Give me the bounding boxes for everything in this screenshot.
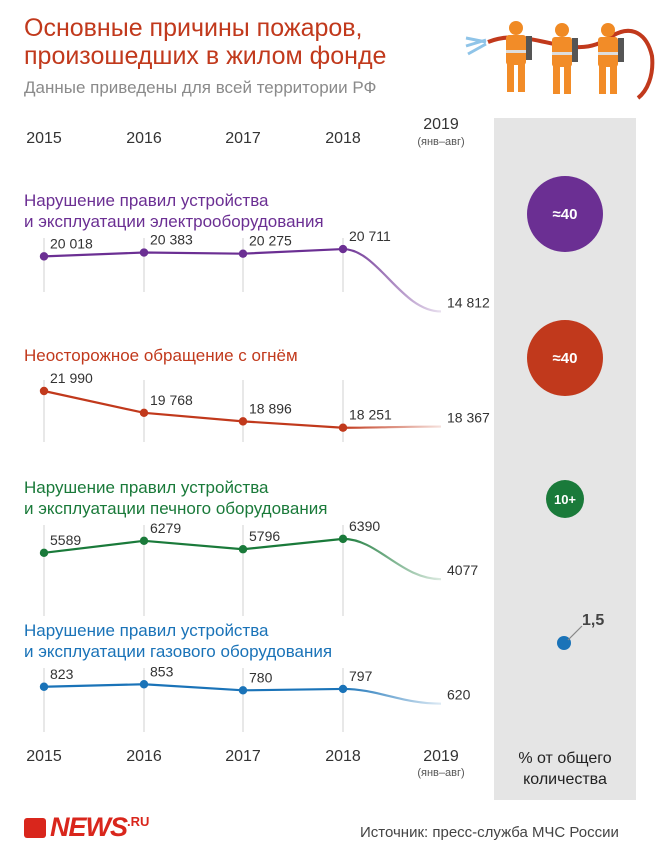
year-label-bottom-2019: 2019	[423, 748, 459, 765]
data-label: 20 711	[349, 228, 391, 244]
data-label: 5796	[249, 528, 280, 544]
data-label: 19 768	[150, 392, 193, 408]
share-legend: % от общего количества	[518, 750, 612, 788]
data-label: 780	[249, 669, 273, 685]
share-bubble-gas	[557, 636, 571, 650]
data-point	[238, 545, 248, 554]
data-point	[338, 684, 348, 694]
data-label: 18 251	[349, 407, 392, 423]
data-point	[238, 686, 248, 695]
share-bubble-electrical: ≈40	[527, 176, 603, 252]
year-label-bottom-2018: 2018	[325, 748, 361, 765]
series-line-2	[43, 537, 344, 554]
data-point	[338, 423, 348, 432]
data-point	[39, 548, 49, 558]
data-point	[338, 244, 348, 254]
series-title-electrical: Нарушение правил устройства и эксплуатац…	[24, 191, 324, 231]
series-title-gas: Нарушение правил устройства и эксплуатац…	[24, 621, 333, 661]
page-title: Основные причины пожаров, произошедших в…	[24, 14, 387, 70]
data-label: 20 383	[150, 232, 193, 248]
share-label-gas: 1,5	[582, 612, 605, 629]
series-line-1	[43, 389, 344, 429]
share-leader-gas	[567, 625, 583, 641]
news-logo: NEWS.RU	[24, 812, 149, 843]
data-label: 6390	[349, 518, 380, 534]
series-line-0	[43, 247, 344, 258]
data-point	[139, 408, 149, 418]
year-label-top-2018: 2018	[325, 130, 361, 147]
data-label: 853	[150, 663, 174, 679]
data-label: 14 812	[447, 294, 490, 310]
year-label-top-2019: 2019	[423, 116, 459, 133]
year-label-bottom-2015: 2015	[26, 748, 62, 765]
year-note-bottom: (янв–авг)	[417, 767, 465, 779]
data-label: 20 018	[50, 235, 93, 251]
year-label-bottom-2016: 2016	[126, 748, 162, 765]
data-label: 18 367	[447, 410, 490, 426]
series-line-fade-2	[342, 537, 442, 581]
data-label: 5589	[50, 532, 81, 548]
news-logo-icon	[24, 818, 46, 838]
series-line-fade-3	[342, 687, 442, 705]
source-note: Источник: пресс-служба МЧС России	[360, 824, 619, 841]
data-point	[139, 680, 149, 689]
page-subtitle: Данные приведены для всей территории РФ	[24, 78, 377, 97]
series-line-fade-1	[342, 425, 442, 429]
series-title-fire-handling: Неосторожное обращение с огнём	[24, 346, 298, 365]
data-point	[39, 386, 49, 396]
data-point	[238, 249, 248, 258]
data-label: 797	[349, 668, 373, 684]
year-note-top: (янв–авг)	[417, 136, 465, 148]
data-point	[139, 536, 149, 546]
data-label: 21 990	[50, 370, 93, 386]
year-label-bottom-2017: 2017	[225, 748, 261, 765]
data-label: 6279	[150, 520, 181, 536]
data-point	[139, 248, 149, 257]
series-line-fade-0	[342, 247, 442, 313]
year-label-top-2016: 2016	[126, 130, 162, 147]
data-label: 823	[50, 666, 74, 682]
year-label-top-2017: 2017	[225, 130, 261, 147]
data-label: 20 275	[249, 233, 292, 249]
series-line-3	[43, 683, 344, 692]
data-point	[338, 534, 348, 544]
year-label-top-2015: 2015	[26, 130, 62, 147]
data-label: 620	[447, 687, 471, 703]
data-point	[39, 682, 49, 691]
firefighters-illustration	[465, 21, 655, 100]
share-bubble-stove: 10+	[546, 480, 584, 518]
data-label: 4077	[447, 562, 478, 578]
data-label: 18 896	[249, 400, 292, 416]
share-bubble-fire-handling: ≈40	[527, 320, 603, 396]
data-point	[238, 417, 248, 426]
series-title-stove: Нарушение правил устройства и эксплуатац…	[24, 478, 328, 518]
data-point	[39, 252, 49, 261]
